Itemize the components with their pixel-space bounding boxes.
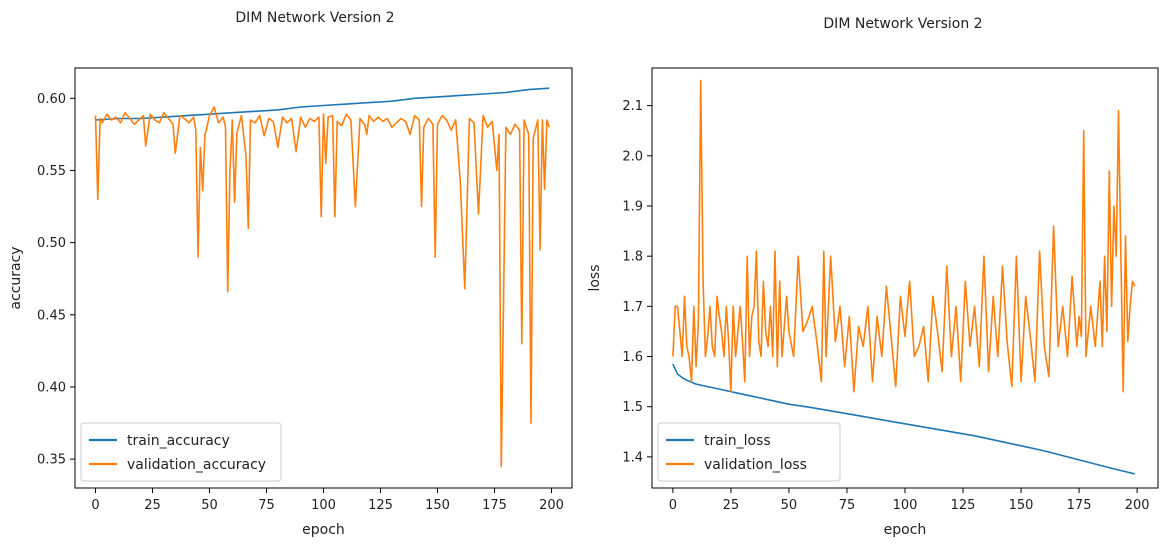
y-tick-label: 1.9	[622, 199, 643, 214]
x-tick-label: 0	[91, 498, 99, 513]
accuracy-chart: DIM Network Version 2 0 25 50 75 100 125 150 175…	[8, 10, 573, 538]
x-tick-label: 25	[144, 498, 161, 513]
x-tick-label: 125	[951, 498, 976, 513]
x-tick-label: 75	[258, 498, 275, 513]
y-tick-label: 0.35	[37, 453, 66, 468]
x-axis-title: epoch	[302, 522, 345, 538]
x-tick-label: 50	[781, 498, 798, 513]
x-tick-label: 200	[1125, 498, 1150, 513]
series-line-train-loss	[672, 363, 1135, 475]
series-line-train-accuracy	[95, 87, 550, 121]
y-tick-label: 0.40	[37, 380, 66, 395]
x-tick-label: 150	[1009, 498, 1034, 513]
x-tick-label: 0	[669, 498, 677, 513]
legend-label: train_loss	[704, 433, 771, 449]
y-tick-label: 0.50	[37, 236, 66, 251]
x-tick-label: 100	[311, 498, 336, 513]
legend-label: validation_accuracy	[127, 457, 266, 473]
x-tick-label: 175	[1067, 498, 1092, 513]
y-tick-label: 2.0	[622, 149, 643, 164]
y-tick-label: 2.1	[622, 99, 643, 114]
y-tick-label: 1.6	[622, 350, 643, 365]
y-tick-label: 1.7	[622, 300, 643, 315]
x-tick-label: 200	[539, 498, 564, 513]
loss-chart-panel: DIM Network Version 2 0 25 50 75 100 125 150 175…	[585, 0, 1171, 550]
x-tick-label: 75	[839, 498, 856, 513]
y-tick-label: 0.45	[37, 308, 66, 323]
y-tick-label: 0.55	[37, 164, 66, 179]
y-axis-title: loss	[587, 264, 603, 291]
y-axis-title: accuracy	[8, 246, 24, 309]
x-tick-label: 25	[723, 498, 740, 513]
chart-title: DIM Network Version 2	[823, 16, 982, 32]
y-tick-label: 1.5	[622, 400, 643, 415]
x-tick-label: 175	[482, 498, 507, 513]
y-tick-label: 0.60	[37, 92, 66, 107]
chart-title: DIM Network Version 2	[235, 10, 394, 26]
x-tick-label: 100	[893, 498, 918, 513]
accuracy-chart-panel: DIM Network Version 2 0 25 50 75 100 125 150 175…	[0, 0, 585, 550]
x-axis-title: epoch	[884, 522, 927, 538]
x-tick-label: 50	[201, 498, 218, 513]
y-tick-label: 1.4	[622, 450, 643, 465]
series-line-validation-loss	[672, 79, 1136, 393]
series-line-validation-accuracy	[94, 106, 550, 468]
legend-label: validation_loss	[704, 457, 807, 473]
legend-box	[657, 422, 841, 482]
x-tick-label: 150	[425, 498, 450, 513]
y-tick-label: 1.8	[622, 250, 643, 265]
legend-box	[80, 422, 282, 482]
loss-chart: DIM Network Version 2 0 25 50 75 100 125 150 175…	[587, 16, 1159, 538]
x-tick-label: 125	[368, 498, 393, 513]
legend-label: train_accuracy	[127, 433, 230, 449]
